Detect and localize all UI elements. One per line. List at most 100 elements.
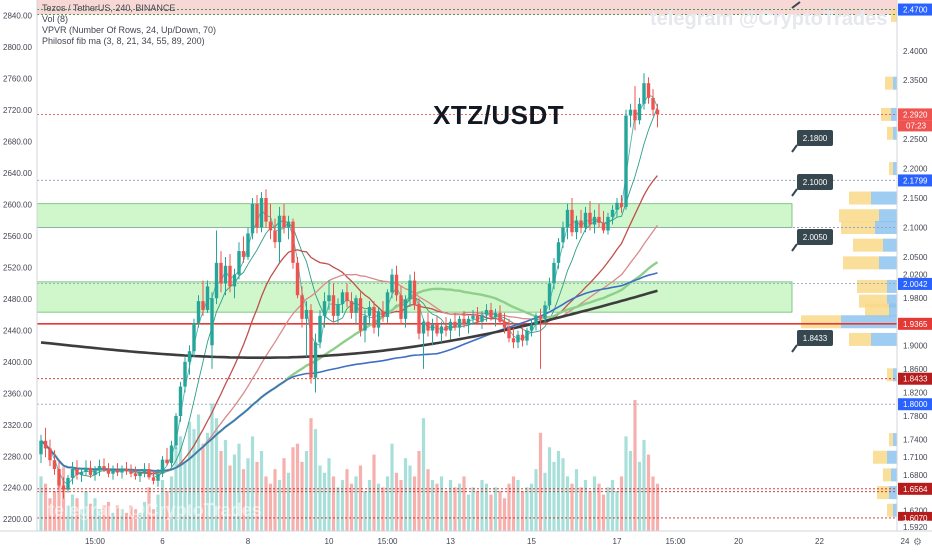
vpvr-up-6: [879, 209, 897, 223]
volume-bar: [399, 480, 403, 531]
volume-bar: [174, 447, 178, 531]
volume-bar: [169, 476, 174, 531]
legend-symbol[interactable]: Tezos / TetherUS, 240, BINANCE: [42, 3, 176, 13]
volume-bar: [565, 476, 570, 531]
candle-body: [601, 222, 606, 231]
volume-bar: [646, 454, 651, 531]
candle-body: [187, 351, 192, 362]
candle-body: [606, 216, 610, 231]
candle-body: [205, 286, 210, 310]
volume-bar: [313, 429, 318, 531]
volume-bar: [633, 400, 637, 531]
candle-body: [372, 307, 376, 328]
time-axis-tick: 24: [901, 537, 910, 546]
vpvr-down-3: [887, 126, 893, 140]
indicator-legend: Tezos / TetherUS, 240, BINANCE Vol (8) V…: [42, 3, 216, 47]
left-axis-tick: 2480.00: [3, 295, 32, 304]
candle-body: [246, 233, 250, 257]
candle-body: [507, 327, 511, 339]
volume-bar: [588, 490, 592, 531]
vpvr-up-13: [841, 315, 897, 329]
candle-body: [561, 227, 565, 243]
volume-bar: [327, 458, 331, 531]
candle-body: [543, 305, 547, 319]
candle-body: [624, 115, 628, 207]
vpvr-down-0: [891, 8, 897, 22]
volume-bar: [655, 483, 660, 531]
right-axis-tick: 2.0500: [903, 253, 928, 262]
right-axis-tick: 2.3500: [903, 76, 928, 85]
candle-body: [183, 361, 187, 387]
right-axis-tick: 1.6200: [903, 506, 928, 515]
candle-body: [66, 477, 70, 490]
candle-body: [214, 262, 219, 299]
volume-bar: [165, 490, 169, 531]
vpvr-down-14: [849, 332, 871, 346]
vpvr-down-6: [839, 209, 879, 223]
candle-body: [529, 324, 534, 331]
time-axis-tick: 6: [160, 537, 165, 546]
volume-bar: [493, 487, 498, 531]
left-axis-tick: 2520.00: [3, 263, 32, 272]
volume-bar: [385, 476, 390, 531]
legend-fib-ma[interactable]: Philosof fib ma (3, 8, 21, 34, 55, 89, 2…: [42, 36, 205, 46]
volume-bar: [597, 483, 601, 531]
right-axis-tick: 2.4000: [903, 47, 928, 56]
candle-body: [169, 445, 174, 464]
right-axis-tick: 2.1500: [903, 194, 928, 203]
price-label-text: 1.9365: [903, 320, 928, 329]
candle-body: [291, 221, 295, 263]
candle-body: [259, 198, 264, 228]
price-label-bg: [898, 277, 932, 290]
volume-bar: [475, 490, 480, 531]
legend-volume[interactable]: Vol (8): [42, 14, 69, 24]
volume-bar: [534, 469, 538, 531]
candle-body: [588, 212, 592, 225]
candle-body: [651, 97, 655, 110]
volume-bar: [345, 469, 349, 531]
volume-bar: [606, 487, 610, 531]
volume-bar: [426, 469, 430, 531]
candle-body: [210, 298, 214, 346]
vpvr-down-16: [889, 433, 893, 447]
volume-bar: [601, 494, 606, 531]
volume-bar: [466, 494, 471, 531]
volume-bar: [642, 440, 646, 531]
volume-bar: [106, 501, 111, 531]
volume-bar: [358, 465, 363, 531]
time-axis-tick: 17: [613, 537, 622, 546]
volume-bar: [421, 418, 426, 531]
volume-bar: [376, 483, 381, 531]
candle-body: [151, 477, 156, 481]
vpvr-up-12: [889, 303, 897, 317]
volume-bar: [61, 467, 66, 531]
pair-title: XTZ/USDT: [433, 100, 565, 130]
volume-bar: [300, 461, 304, 531]
price-label-bg: [898, 372, 932, 385]
volume-bar: [430, 480, 435, 531]
candle-body: [363, 315, 367, 331]
volume-bar: [214, 418, 219, 531]
candle-body: [84, 467, 88, 472]
volume-bar: [525, 487, 529, 531]
settings-gear-icon[interactable]: ⚙: [913, 537, 922, 548]
candle-body: [313, 342, 318, 378]
legend-vpvr[interactable]: VPVR (Number Of Rows, 24, Up/Down, 70): [42, 25, 217, 35]
volume-bar: [556, 450, 561, 531]
candle-body: [592, 216, 597, 225]
right-axis-tick: 1.6800: [903, 471, 928, 480]
candle-body: [399, 295, 403, 319]
volume-bar: [480, 480, 484, 531]
volume-bar: [246, 458, 250, 531]
price-label-text: 1.8000: [903, 400, 928, 409]
candle-body: [466, 318, 471, 325]
candle-body: [331, 295, 336, 316]
candle-body: [511, 338, 516, 343]
volume-bar: [579, 487, 583, 531]
price-timer-text: 07:23: [906, 121, 927, 130]
candle-body: [349, 301, 354, 313]
right-axis-tick: 1.7400: [903, 436, 928, 445]
vpvr-down-4: [889, 162, 893, 176]
